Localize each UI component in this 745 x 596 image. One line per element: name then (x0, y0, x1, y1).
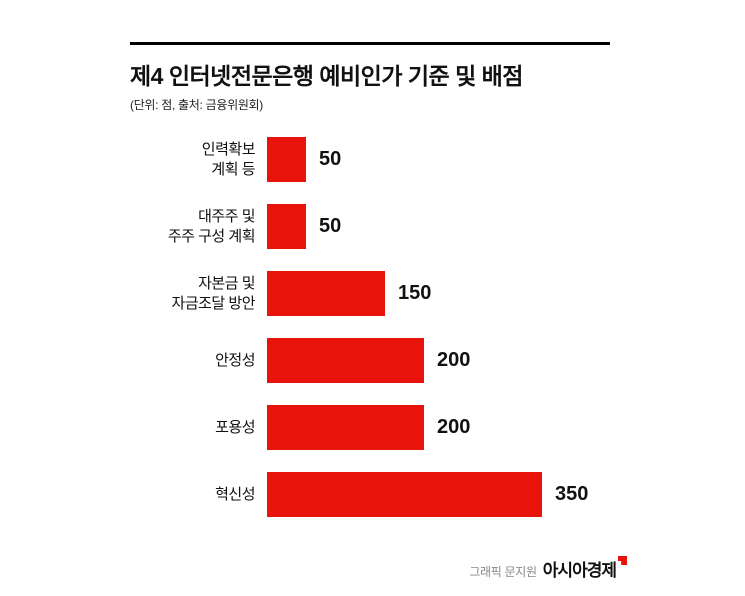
chart-row: 혁신성 350 (130, 472, 620, 517)
bar (267, 271, 385, 316)
value-label: 200 (437, 416, 471, 438)
chart-title: 제4 인터넷전문은행 예비인가 기준 및 배점 (130, 63, 523, 89)
chart-row: 자본금 및 자금조달 방안 150 (130, 271, 620, 316)
category-label: 안정성 (215, 351, 255, 369)
category-label: 포용성 (215, 418, 255, 436)
credit-line: 그래픽 문지원 아시아경제 (130, 556, 627, 581)
chart-panel: 제4 인터넷전문은행 예비인가 기준 및 배점 (단위: 점, 출처: 금융위원… (130, 42, 620, 539)
chart-row: 대주주 및 주주 구성 계획 50 (130, 204, 620, 249)
chart-row: 포용성 200 (130, 405, 620, 450)
brand-logo-text: 아시아경제 (542, 561, 617, 580)
category-label: 자본금 및 자금조달 방안 (171, 275, 256, 312)
value-label: 200 (437, 349, 471, 371)
value-label: 50 (319, 148, 342, 170)
chart-row: 안정성 200 (130, 338, 620, 383)
graphic-credit: 그래픽 문지원 (469, 565, 537, 579)
value-label: 350 (555, 483, 589, 505)
bar (267, 405, 424, 450)
bar (267, 472, 542, 517)
asiae-logo-mark-icon (618, 556, 627, 565)
value-label: 150 (398, 282, 432, 304)
category-label: 인력확보 계획 등 (201, 141, 256, 178)
bar (267, 204, 306, 249)
chart-subtitle: (단위: 점, 출처: 금융위원회) (130, 98, 263, 112)
value-label: 50 (319, 215, 342, 237)
top-divider (130, 42, 610, 45)
category-label: 대주주 및 주주 구성 계획 (167, 208, 256, 245)
category-label: 혁신성 (215, 485, 255, 503)
chart-row: 인력확보 계획 등 50 (130, 137, 620, 182)
bar (267, 137, 306, 182)
bar-chart: 인력확보 계획 등 50 대주주 및 주주 구성 계획 50 자본금 및 자금조달 방안… (130, 137, 620, 517)
bar (267, 338, 424, 383)
